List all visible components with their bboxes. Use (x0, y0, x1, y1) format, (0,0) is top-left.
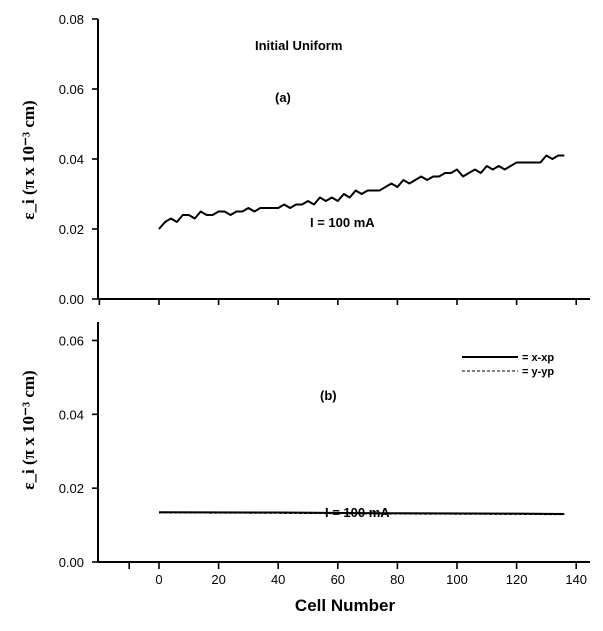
panel-b-x-ticks: 0 20 40 60 80 100 120 140 (128, 562, 587, 587)
panel-b-x-tick-label-6: 120 (506, 572, 528, 587)
panel-b: 0.000.020.040.06 0 20 40 60 80 100 120 140 (b) … (19, 322, 590, 615)
panel-b-x-tick-label-7: 140 (565, 572, 587, 587)
panel-a-series-line (158, 154, 565, 230)
panel-a: 0.00 0.02 0.04 0.06 0.08 Initial Uniform (a)… (19, 12, 590, 307)
panel-b-y-tick-label-0: 0.00 (59, 555, 84, 570)
panel-a-annotation-current: I = 100 mA (310, 215, 375, 230)
panel-a-annotation-initial: Initial Uniform (255, 38, 342, 53)
panel-a-y-label: ε_i (π x 10⁻³ cm) (19, 100, 38, 219)
panel-a-label: (a) (275, 90, 291, 105)
panel-b-y-ticks: 0.00 0.02 0.04 0.06 (59, 333, 98, 570)
panel-b-y-tick-label-3: 0.06 (59, 333, 84, 348)
panel-a-y-ticks: 0.00 0.02 0.04 0.06 0.08 (59, 12, 98, 307)
panel-b-x-tick-label-2: 40 (271, 572, 285, 587)
panel-a-y-tick-label-2: 0.04 (59, 152, 84, 167)
panel-a-y-tick-label-1: 0.02 (59, 222, 84, 237)
panel-b-label: (b) (320, 388, 337, 403)
panel-b-x-tick-label-4: 80 (390, 572, 404, 587)
panel-a-x-ticks (98, 299, 578, 305)
panel-a-y-tick-label-0: 0.00 (59, 292, 84, 307)
x-axis-label: Cell Number (295, 596, 396, 615)
legend-label-x: = x-xp (522, 352, 554, 364)
panel-b-x-tick-label-1: 20 (211, 572, 225, 587)
panel-b-x-tick-label-5: 100 (446, 572, 468, 587)
panel-b-series-x-line (158, 511, 565, 515)
panel-b-y-tick-label-1: 0.02 (59, 481, 84, 496)
panel-a-y-tick-label-3: 0.06 (59, 82, 84, 97)
panel-b-y-tick-label-2: 0.04 (59, 407, 84, 422)
legend: = x-xp = y-yp (462, 352, 554, 378)
panel-b-y-label: ε_i (π x 10⁻³ cm) (19, 370, 38, 489)
panel-b-x-tick-label-3: 60 (331, 572, 345, 587)
panel-b-x-tick-label-0: 0 (155, 572, 162, 587)
legend-label-y: = y-yp (522, 366, 554, 378)
panel-a-y-tick-label-4: 0.08 (59, 12, 84, 27)
